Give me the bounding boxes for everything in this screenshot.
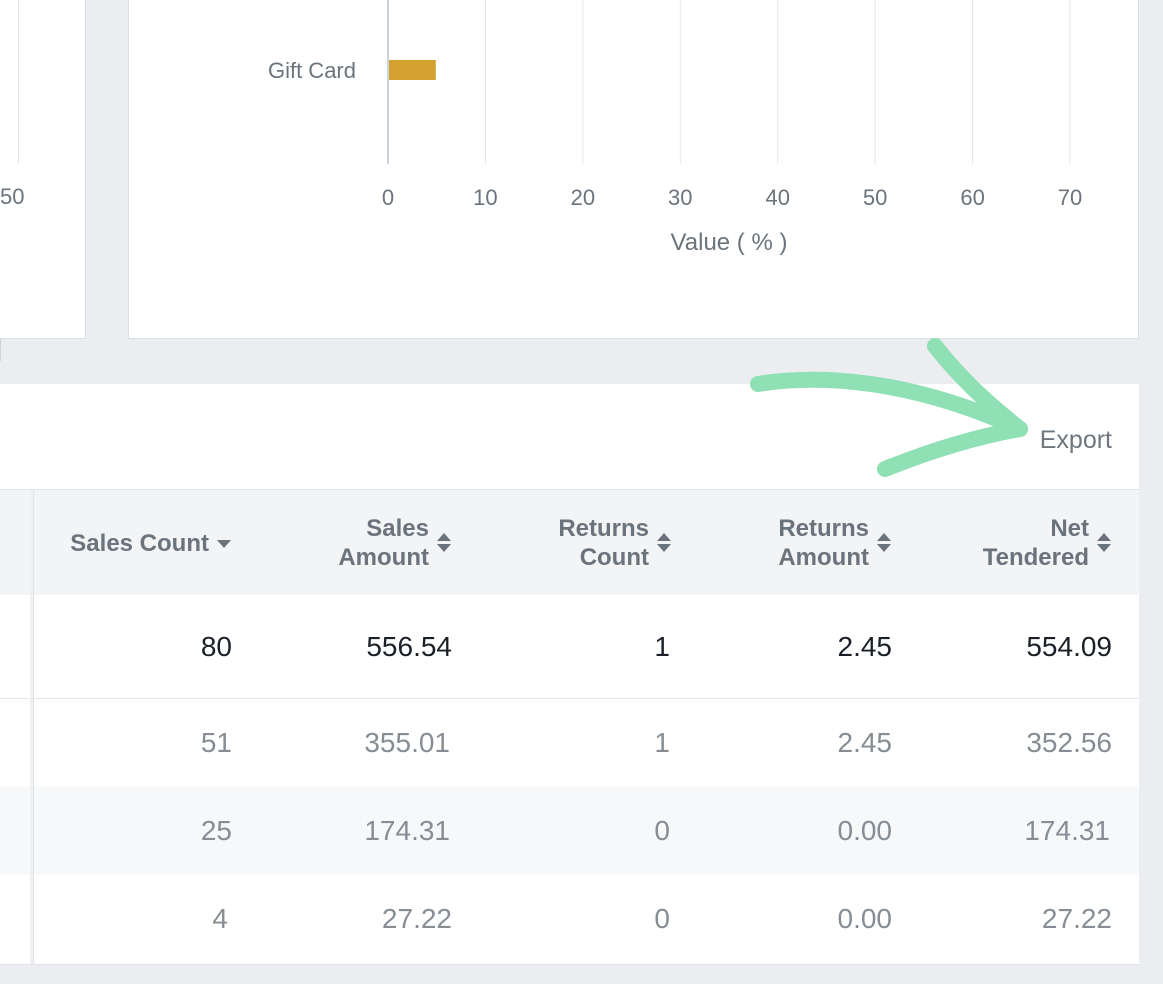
sort-icon bbox=[656, 531, 672, 555]
cell-returns-count: 1 bbox=[654, 727, 670, 758]
col-returns-count-label: Returns Count bbox=[558, 514, 649, 572]
cell-sales-amount: 174.31 bbox=[364, 815, 450, 846]
col-sales-count-line1: Sales Count bbox=[70, 529, 209, 557]
cell-returns-count: 0 bbox=[654, 903, 670, 934]
col-sales-count[interactable]: Sales Count bbox=[40, 490, 232, 596]
left-chart-gridline bbox=[18, 0, 19, 164]
col-net-tendered-label: Net Tendered bbox=[983, 514, 1089, 572]
bar-chart: 0 10 20 30 40 50 60 70 Gift Card Value ( % ) bbox=[268, 0, 1082, 256]
x-tick-label: 50 bbox=[863, 185, 887, 210]
table-body: 80 556.54 1 2.45 554.09 51 355.01 1 2.45… bbox=[0, 595, 1139, 964]
col-returns-count[interactable]: Returns Count bbox=[470, 490, 672, 596]
y-category-label: Gift Card bbox=[268, 58, 356, 83]
sort-icon bbox=[1096, 531, 1112, 555]
cell-sales-amount: 27.22 bbox=[381, 903, 452, 934]
x-tick-label: 70 bbox=[1058, 185, 1082, 210]
col-returns-amount[interactable]: Returns Amount bbox=[690, 490, 892, 596]
col-returns-amount-line2: Amount bbox=[778, 544, 869, 571]
x-tick-label: 60 bbox=[960, 185, 984, 210]
cell-returns-amount: 2.45 bbox=[837, 727, 893, 758]
col-returns-count-line1: Returns bbox=[558, 515, 649, 542]
total-sales-count: 80 bbox=[200, 630, 232, 662]
col-returns-amount-label: Returns Amount bbox=[778, 514, 869, 572]
col-returns-amount-line1: Returns bbox=[778, 515, 869, 542]
col-sales-amount-line2: Amount bbox=[338, 544, 429, 571]
annotation-arrow-icon bbox=[750, 338, 1028, 477]
table-row: 25 174.31 0 0.00 174.31 bbox=[0, 787, 1139, 875]
x-tick-label: 10 bbox=[473, 185, 497, 210]
total-net-tendered: 554.09 bbox=[1026, 630, 1112, 662]
table-row: 4 27.22 0 0.00 27.22 bbox=[0, 875, 1139, 963]
left-chart-card: 50 bbox=[0, 0, 86, 339]
sort-icon bbox=[436, 531, 452, 555]
col-net-tendered-line1: Net bbox=[1050, 515, 1089, 542]
cell-net-tendered: 352.56 bbox=[1026, 727, 1112, 758]
panel-bottom-border bbox=[0, 964, 1139, 965]
cell-net-tendered: 174.31 bbox=[1024, 815, 1110, 846]
x-axis-label: Value ( % ) bbox=[671, 229, 788, 256]
column-gutter bbox=[30, 490, 34, 595]
table-toolbar: Export bbox=[0, 338, 1139, 489]
table-total-row: 80 556.54 1 2.45 554.09 bbox=[0, 595, 1139, 699]
divider bbox=[0, 339, 1, 361]
export-link[interactable]: Export bbox=[1039, 426, 1112, 454]
bar-gift-card[interactable] bbox=[389, 60, 436, 80]
cell-returns-amount: 0.00 bbox=[837, 903, 893, 934]
col-returns-count-line2: Count bbox=[579, 544, 649, 571]
x-tick-label: 0 bbox=[382, 185, 394, 210]
x-tick-label: 20 bbox=[571, 185, 595, 210]
col-net-tendered-line2: Tendered bbox=[982, 544, 1089, 571]
col-sales-amount[interactable]: Sales Amount bbox=[250, 490, 452, 596]
table-header: Sales Count Sales Amount Returns Count bbox=[0, 489, 1139, 595]
cell-returns-count: 0 bbox=[654, 815, 670, 846]
cell-net-tendered: 27.22 bbox=[1041, 903, 1112, 934]
col-sales-amount-label: Sales Amount bbox=[338, 514, 429, 572]
cell-returns-amount: 0.00 bbox=[837, 815, 893, 846]
col-net-tendered[interactable]: Net Tendered bbox=[910, 490, 1112, 596]
payment-type-chart: 0 10 20 30 40 50 60 70 Gift Card Value ( % ) bbox=[128, 0, 1139, 339]
total-returns-count: 1 bbox=[654, 630, 670, 662]
sales-table-panel: Export Sales Count Sales Amount Returns bbox=[0, 338, 1139, 964]
total-sales-amount: 556.54 bbox=[366, 630, 452, 662]
col-sales-amount-line1: Sales bbox=[366, 515, 429, 542]
left-chart-tick-label: 50 bbox=[0, 184, 25, 209]
cell-sales-count: 4 bbox=[212, 903, 228, 934]
total-returns-amount: 2.45 bbox=[837, 630, 893, 662]
cell-sales-count: 25 bbox=[200, 815, 232, 846]
x-tick-label: 40 bbox=[765, 185, 789, 210]
sort-icon bbox=[876, 531, 892, 555]
x-tick-label: 30 bbox=[668, 185, 692, 210]
table-row: 51 355.01 1 2.45 352.56 bbox=[0, 699, 1139, 787]
col-sales-count-label: Sales Count bbox=[70, 529, 209, 558]
cell-sales-count: 51 bbox=[200, 727, 232, 758]
column-gutter bbox=[30, 595, 34, 964]
sort-desc-icon bbox=[216, 531, 232, 555]
cell-sales-amount: 355.01 bbox=[364, 727, 450, 758]
